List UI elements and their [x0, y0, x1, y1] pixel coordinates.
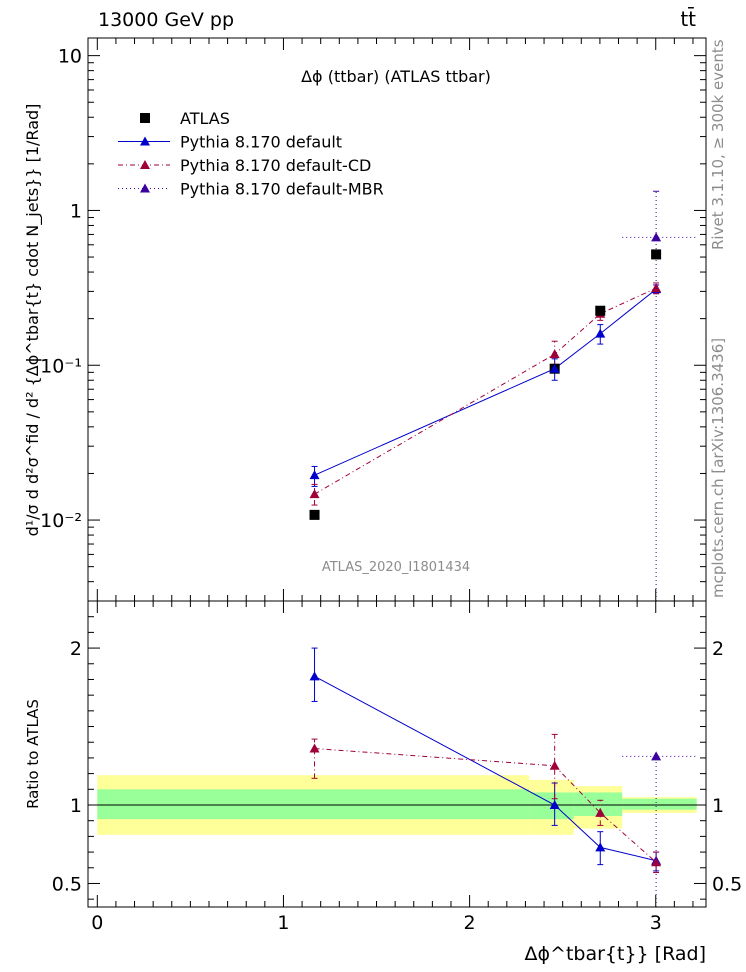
data-point-0-0 — [309, 470, 320, 480]
ratio-point-0-1 — [549, 800, 560, 809]
process-label: tt̄ — [680, 6, 696, 31]
ratio-y-tick-label-right: 1 — [712, 795, 724, 817]
ratio-point-1-3 — [651, 857, 662, 867]
x-tick-label: 1 — [277, 912, 289, 934]
data-point-2-0 — [651, 232, 662, 242]
legend-marker-2 — [140, 160, 150, 169]
ratio-y-tick-label-left: 0.5 — [52, 873, 82, 895]
x-tick-label: 2 — [464, 912, 476, 934]
legend-marker-atlas — [140, 113, 150, 123]
ratio-y-axis-label: Ratio to ATLAS — [24, 699, 42, 809]
y-tick-label: 10 — [58, 46, 82, 68]
data-point-1-1 — [549, 349, 560, 359]
ratio-point-0-0 — [309, 671, 320, 681]
legend-marker-3 — [140, 183, 150, 193]
data-point-1-3 — [651, 283, 662, 293]
legend-marker-1 — [140, 136, 150, 146]
series-line-1 — [314, 287, 657, 495]
watermark-label: ATLAS_2020_I1801434 — [322, 560, 470, 575]
ratio-series-line-1 — [314, 748, 657, 863]
legend-label-0: ATLAS — [180, 109, 230, 128]
atlas-data-point-3 — [651, 249, 662, 260]
mcplots-label: mcplots.cern.ch [arXiv:1306.3436] — [709, 338, 727, 598]
ratio-point-1-1 — [549, 760, 560, 770]
main-panel: 10⁻² 10⁻¹ 1 10 Δϕ (ttbar) (ATLAS ttbar) ATL… — [23, 37, 707, 602]
y-tick-label: 10⁻¹ — [40, 355, 82, 377]
stat-uncertainty-band-2 — [573, 792, 623, 816]
x-tick-label: 0 — [91, 912, 103, 934]
energy-label: 13000 GeV pp — [98, 9, 234, 31]
atlas-data-point-2 — [595, 305, 606, 316]
rivet-label: Rivet 3.1.10, ≥ 300k events — [709, 39, 727, 250]
data-point-0-1-top — [549, 363, 560, 373]
ratio-y-tick-label-left: 1 — [70, 795, 82, 817]
data-point-1-0 — [309, 489, 320, 499]
main-y-axis-label: d¹/σ d d²σ^fid / d² {Δϕ^tbar{t} cdot N_j… — [23, 104, 43, 537]
ratio-point-1-2 — [595, 807, 606, 817]
ratio-point-1-0 — [309, 743, 320, 753]
ratio-point-0-2 — [595, 842, 606, 852]
atlas-data-point-0 — [309, 509, 320, 520]
stat-uncertainty-band-0 — [97, 789, 530, 820]
legend-label-2: Pythia 8.170 default-CD — [180, 156, 371, 175]
ratio-series-line-0 — [314, 675, 657, 862]
y-tick-label: 10⁻² — [40, 510, 82, 532]
data-point-0-2 — [595, 328, 606, 338]
ratio-panel-frame — [87, 600, 707, 908]
series-line-0 — [314, 288, 657, 476]
ratio-y-tick-label-right: 2 — [712, 638, 724, 660]
ratio-y-tick-label-left: 2 — [70, 638, 82, 660]
legend-label-1: Pythia 8.170 default — [180, 133, 342, 152]
ratio-y-tick-label-right: 0.5 — [712, 873, 742, 895]
x-tick-label: 3 — [650, 912, 662, 934]
y-tick-label: 1 — [70, 200, 82, 222]
ratio-panel: 0.5 0.5 1 1 2 2 0 1 2 3 Ratio to ATLAS Δϕ^tbar{t}… — [24, 600, 742, 965]
x-axis-label: Δϕ^tbar{t}} [Rad] — [525, 943, 706, 965]
main-title: Δϕ (ttbar) (ATLAS ttbar) — [301, 67, 491, 86]
legend: ATLAS Pythia 8.170 default Pythia 8.170 de… — [118, 109, 384, 199]
legend-label-3: Pythia 8.170 default-MBR — [180, 180, 384, 199]
stat-uncertainty-band-3 — [622, 798, 697, 810]
ratio-point-2-0 — [651, 751, 662, 761]
